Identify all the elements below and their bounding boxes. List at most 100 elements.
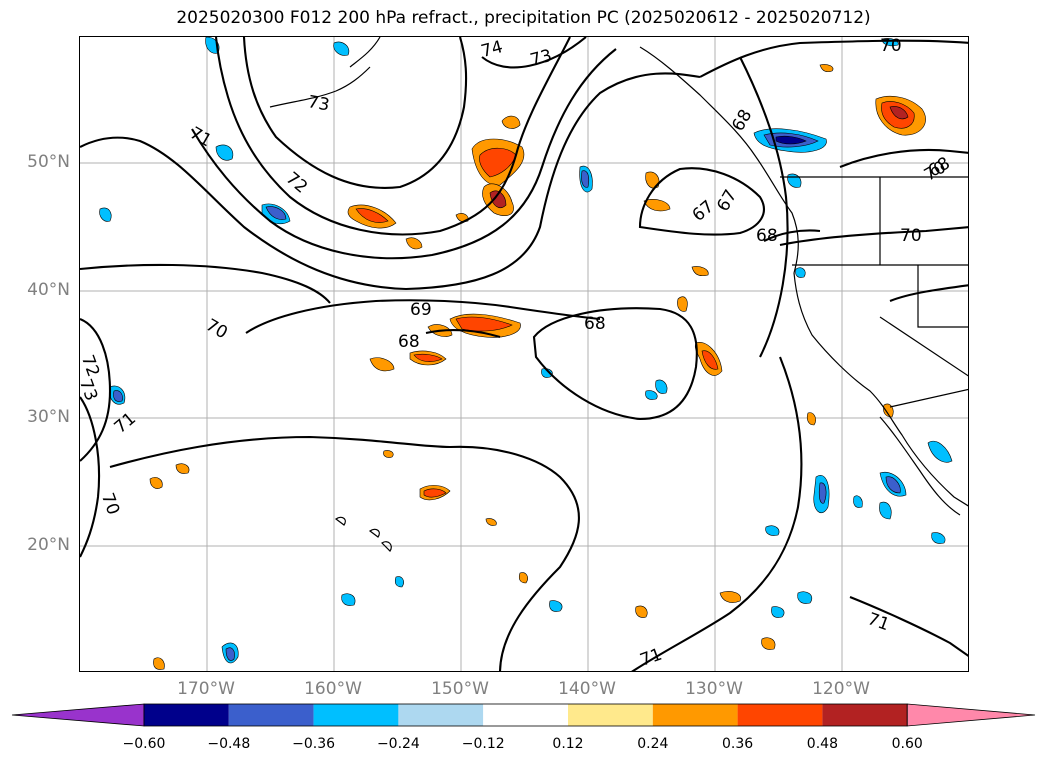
precip-patch-negative — [795, 267, 806, 278]
precip-patch-negative — [818, 482, 827, 504]
precip-patch-positive — [761, 637, 776, 650]
colorbar-segment — [144, 704, 229, 726]
border-us-mexico — [889, 388, 968, 408]
colorbar-tick-label: −0.60 — [122, 736, 166, 752]
contour-label: 68 — [398, 332, 420, 352]
contour-70b — [80, 263, 331, 304]
precip-patch-positive — [819, 64, 834, 73]
precip-patch-negative — [341, 593, 356, 606]
contour-70e — [80, 396, 101, 558]
colorbar-segment — [228, 704, 314, 726]
contour-label: 73 — [528, 46, 554, 71]
precip-patch-negative — [265, 206, 287, 220]
contour-labels: 74 73 73 71 72 70 70 68 67 67 68 70 69 6… — [80, 37, 954, 671]
lat-label-20n: 20°N — [27, 535, 70, 555]
colorbar-extend-max — [906, 703, 1036, 727]
contour-label: 68 — [584, 314, 606, 334]
precip-patch-negative — [885, 476, 901, 494]
precip-patch-positive — [153, 657, 165, 670]
colorbar-segment — [313, 704, 399, 726]
precip-patch-negative — [931, 532, 946, 544]
colorbar-segment — [483, 704, 568, 726]
coastlines — [269, 37, 968, 552]
contour-72 — [191, 48, 617, 260]
contour-73b — [481, 37, 587, 69]
precip-patch-positive — [383, 450, 394, 458]
border-state-3 — [917, 265, 968, 328]
colorbar-segments — [11, 703, 1036, 727]
contour-68 — [425, 328, 501, 339]
precip-patch-negative — [645, 390, 658, 400]
precip-patch-negative — [549, 600, 563, 612]
colorbar-frame — [143, 703, 908, 727]
precip-patch-positive — [645, 171, 660, 189]
contour-70d — [889, 284, 968, 302]
contour-74 — [242, 37, 468, 189]
plot-title: 2025020300 F012 200 hPa refract., precip… — [176, 8, 871, 28]
lon-label-170w: 170°W — [177, 679, 235, 699]
precip-patch-positive — [149, 477, 163, 489]
precip-patch-negative — [113, 390, 123, 402]
colorbar-segment — [398, 704, 484, 726]
precip-patch-positive — [355, 208, 389, 223]
colorbar-segment — [568, 704, 653, 726]
contour-label: 70 — [900, 226, 922, 246]
precip-patch-positive — [806, 412, 816, 426]
colorbar-segment — [737, 704, 823, 726]
colorbar-tick-label: 0.48 — [806, 736, 838, 752]
colorbar-tick-label: 0.36 — [722, 736, 754, 752]
precip-patch-negative — [99, 207, 112, 222]
contour-68c — [763, 229, 821, 242]
precip-patch-positive — [175, 463, 190, 474]
precip-patch-negative — [853, 495, 863, 508]
precip-patch-positive — [889, 106, 909, 120]
contour-label: 70 — [97, 490, 123, 517]
island-hawaii — [334, 516, 392, 552]
colorbar-tick-label: −0.24 — [376, 736, 420, 752]
precip-patch-positive — [479, 147, 517, 178]
refractivity-contours — [80, 37, 968, 671]
border-state-4 — [879, 316, 968, 377]
precip-patch-positive — [485, 518, 497, 526]
coastline-canada-bc — [639, 46, 799, 274]
contour-label: 69 — [410, 300, 432, 320]
precip-patch-negative — [541, 368, 553, 378]
contour-68d — [839, 148, 968, 168]
contour-71d — [631, 356, 803, 671]
contour-label: 71 — [186, 123, 215, 151]
colorbar-extend-min — [11, 703, 145, 727]
precip-patch-positive — [518, 572, 528, 584]
precip-patch-negative — [927, 441, 953, 463]
precip-patch-positive — [677, 296, 688, 312]
precip-patch-positive — [691, 266, 709, 277]
precip-patch-negative — [581, 170, 590, 188]
colorbar-segment — [652, 704, 738, 726]
contour-label: 67 — [689, 197, 718, 226]
contour-68b — [532, 307, 698, 421]
contour-label: 68 — [728, 106, 756, 135]
lat-label-40n: 40°N — [27, 280, 70, 300]
lat-label-50n: 50°N — [27, 152, 70, 172]
contour-71 — [80, 72, 701, 291]
map-panel: 74 73 73 71 72 70 70 68 67 67 68 70 69 6… — [79, 36, 969, 672]
map-canvas: 74 73 73 71 72 70 70 68 67 67 68 70 69 6… — [80, 37, 968, 671]
contour-label: 72 — [80, 352, 103, 379]
lon-label-150w: 150°W — [431, 679, 489, 699]
precip-patch-positive — [423, 488, 447, 498]
coastline-us-west — [793, 272, 968, 507]
precip-patch-negative — [394, 576, 404, 588]
colorbar-tick-label: 0.12 — [552, 736, 584, 752]
precip-patch-positive — [643, 199, 671, 212]
precip-patch-positive — [489, 190, 507, 208]
precip-patch-negative — [655, 379, 668, 394]
precip-patch-positive — [719, 591, 741, 603]
contour-71e — [739, 56, 789, 358]
precip-patch-positive — [455, 213, 469, 223]
contour-label: 73 — [306, 92, 331, 115]
contour-71b — [80, 318, 112, 462]
lon-label-160w: 160°W — [304, 679, 362, 699]
lon-label-140w: 140°W — [558, 679, 616, 699]
colorbar-tick-label: −0.12 — [461, 736, 505, 752]
contour-label: 68 — [756, 226, 778, 246]
colorbar-segment — [822, 704, 908, 726]
